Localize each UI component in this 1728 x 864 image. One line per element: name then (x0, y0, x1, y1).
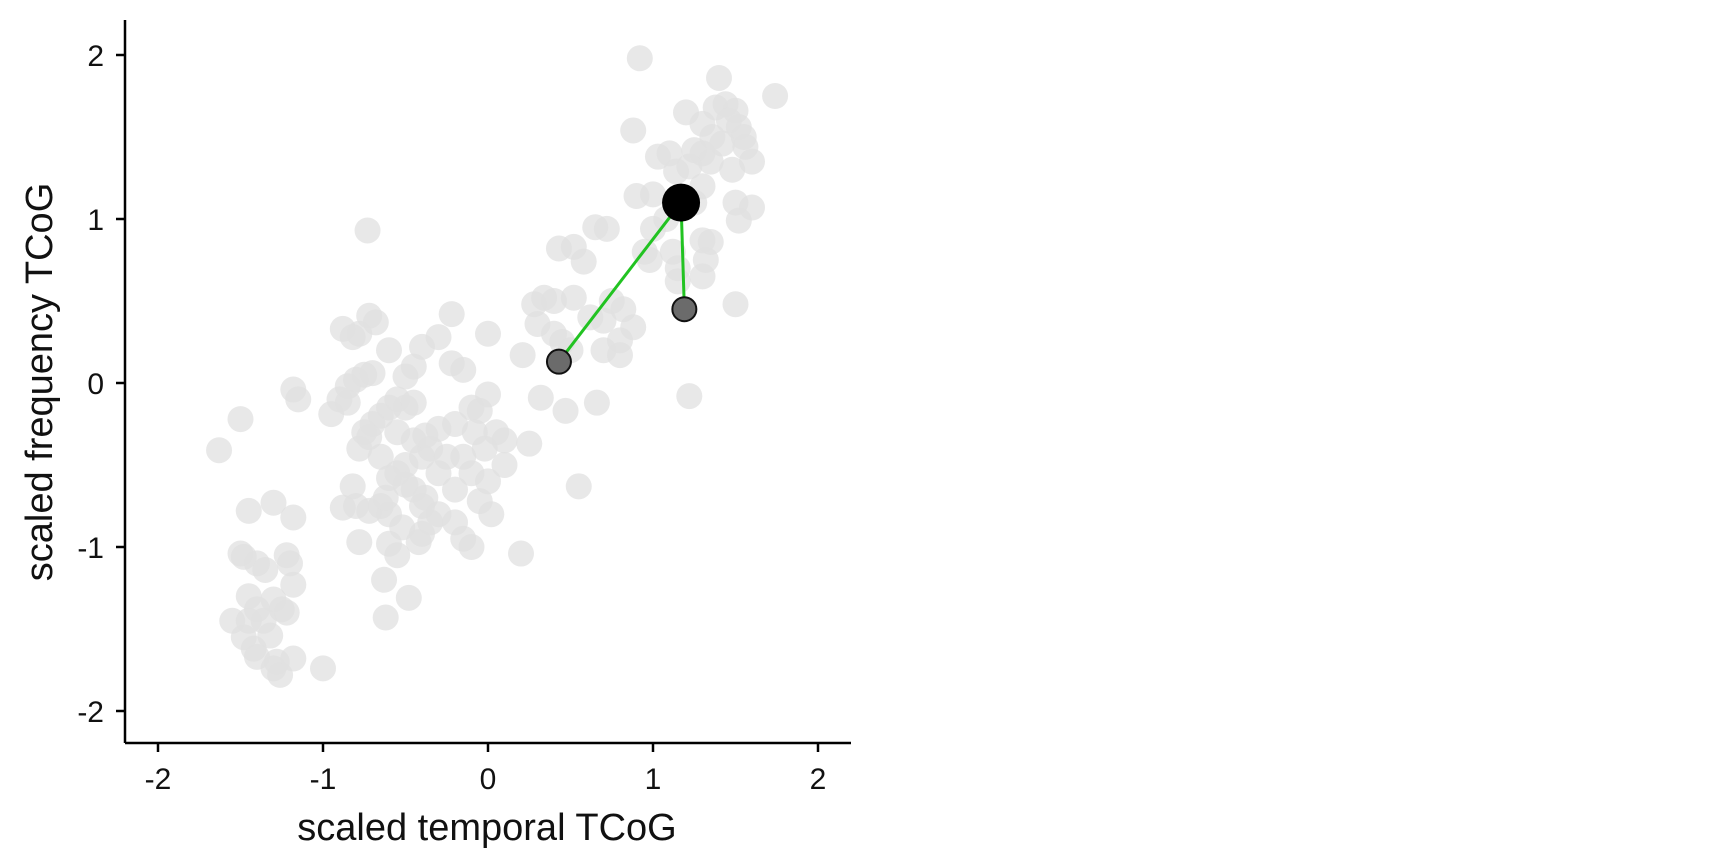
background-point (516, 430, 543, 457)
x-ticks-layer: -2 -1 0 1 2 (145, 743, 827, 796)
background-point (725, 207, 752, 234)
neighbor-point (671, 296, 698, 323)
background-point (395, 584, 422, 611)
background-point (475, 320, 501, 347)
background-point (640, 181, 666, 208)
y-axis-title: scaled frequency TCoG (19, 183, 61, 582)
background-point (235, 607, 262, 634)
y-tick-label: 2 (87, 40, 104, 73)
background-point (663, 158, 690, 185)
background-point (676, 383, 703, 410)
y-ticks-layer: -2 -1 0 1 2 (77, 40, 125, 729)
background-point (458, 534, 485, 560)
y-tick-label: -1 (77, 532, 104, 565)
y-tick-label: 0 (87, 368, 104, 401)
background-point (227, 406, 254, 433)
background-point (461, 419, 488, 446)
background-point (762, 83, 789, 109)
link-line (557, 201, 683, 363)
x-tick-label: -2 (145, 763, 172, 796)
background-point (334, 389, 361, 416)
background-point (280, 504, 307, 531)
background-point (329, 494, 356, 521)
background-point (339, 473, 366, 500)
neighbor-points-layer (545, 296, 698, 375)
background-point (521, 291, 548, 318)
background-points-layer (206, 45, 789, 688)
background-point (339, 324, 366, 351)
background-point (565, 473, 592, 500)
background-point (527, 384, 554, 411)
background-point (545, 235, 572, 262)
background-point (372, 604, 399, 631)
background-point (508, 540, 534, 567)
background-point (310, 655, 336, 682)
background-point (392, 363, 419, 390)
background-point (620, 117, 647, 144)
background-point (491, 427, 518, 454)
background-point (354, 217, 381, 244)
background-point (359, 360, 386, 387)
background-point (478, 501, 505, 528)
background-point (433, 443, 460, 470)
background-point (719, 156, 746, 183)
background-point (583, 389, 610, 416)
background-point (412, 422, 439, 449)
background-point (560, 284, 587, 311)
background-point (384, 542, 411, 569)
focus-point-layer (662, 183, 701, 222)
background-point (458, 394, 485, 421)
background-point (273, 599, 300, 626)
background-point (438, 350, 465, 377)
y-tick-label: 1 (87, 204, 104, 237)
background-point (664, 268, 691, 295)
background-point (636, 247, 663, 273)
y-tick-label: -2 (77, 696, 104, 729)
background-point (285, 386, 312, 413)
background-point (252, 556, 279, 583)
background-point (356, 424, 383, 451)
background-point (277, 550, 303, 577)
background-point (491, 452, 518, 478)
x-tick-label: 2 (810, 763, 827, 796)
neighbor-point (545, 348, 572, 375)
background-point (438, 301, 465, 328)
background-point (371, 566, 398, 593)
background-point (280, 645, 307, 672)
background-point (400, 389, 427, 416)
background-point (689, 263, 716, 290)
background-point (372, 484, 399, 511)
background-point (442, 509, 468, 536)
background-point (541, 288, 567, 314)
x-tick-label: 1 (645, 763, 662, 796)
background-point (722, 291, 749, 318)
background-point (607, 342, 633, 369)
background-point (376, 337, 402, 364)
background-point (509, 342, 536, 369)
x-tick-label: -1 (310, 763, 337, 796)
focus-point (662, 183, 701, 222)
background-point (706, 64, 732, 91)
background-point (346, 529, 373, 556)
x-tick-label: 0 (480, 763, 497, 796)
background-point (582, 214, 609, 241)
background-point (570, 248, 597, 275)
background-point (260, 489, 287, 516)
background-point (442, 476, 468, 503)
background-point (409, 333, 435, 360)
background-point (367, 443, 394, 470)
x-axis-title: scaled temporal TCoG (297, 807, 676, 849)
background-point (697, 148, 724, 175)
background-point (644, 143, 671, 170)
background-point (552, 397, 579, 424)
background-point (640, 215, 666, 242)
background-point (206, 437, 233, 464)
background-point (280, 571, 307, 598)
background-point (626, 45, 653, 72)
background-point (739, 148, 765, 175)
background-point (235, 497, 262, 524)
